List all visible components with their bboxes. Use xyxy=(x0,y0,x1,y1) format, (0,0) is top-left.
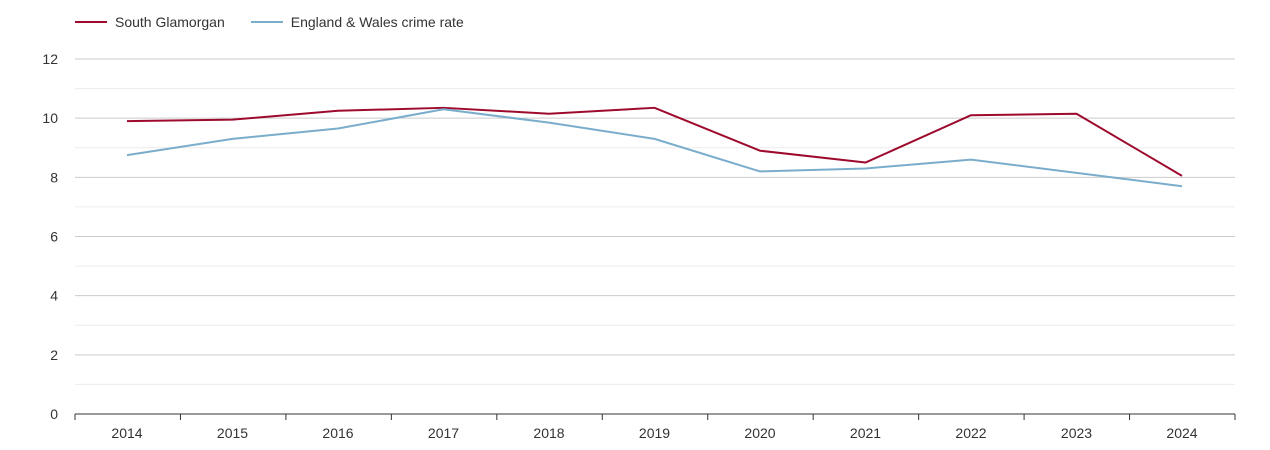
y-tick-label: 2 xyxy=(50,347,58,363)
x-tick-label: 2023 xyxy=(1061,425,1092,441)
x-tick-label: 2016 xyxy=(322,425,353,441)
x-tick-label: 2020 xyxy=(744,425,775,441)
series-line-south-glamorgan xyxy=(126,106,1183,177)
x-tick-label: 2022 xyxy=(955,425,986,441)
legend-item-south-glamorgan[interactable]: South Glamorgan xyxy=(75,14,225,30)
y-tick-label: 0 xyxy=(50,406,58,422)
x-tick-label: 2021 xyxy=(850,425,881,441)
x-tick-label: 2017 xyxy=(428,425,459,441)
y-tick-label: 8 xyxy=(50,169,58,185)
x-tick-label: 2015 xyxy=(217,425,248,441)
legend-label-south-glamorgan: South Glamorgan xyxy=(115,14,225,30)
y-tick-label: 6 xyxy=(50,229,58,245)
series-line-england-wales-crime-rate xyxy=(126,108,1183,188)
x-tick-label: 2014 xyxy=(111,425,142,441)
x-tick-label: 2018 xyxy=(533,425,564,441)
legend-label-england-wales: England & Wales crime rate xyxy=(290,14,464,30)
x-tick-label: 2019 xyxy=(639,425,670,441)
legend-item-england-wales[interactable]: England & Wales crime rate xyxy=(250,14,464,30)
y-tick-label: 10 xyxy=(42,110,58,126)
legend: South Glamorgan England & Wales crime ra… xyxy=(75,14,464,30)
y-tick-label: 4 xyxy=(50,288,58,304)
x-tick-label: 2024 xyxy=(1166,425,1197,441)
y-tick-label: 12 xyxy=(42,51,58,67)
legend-swatch-england-wales xyxy=(250,21,283,23)
legend-swatch-south-glamorgan xyxy=(75,21,107,23)
